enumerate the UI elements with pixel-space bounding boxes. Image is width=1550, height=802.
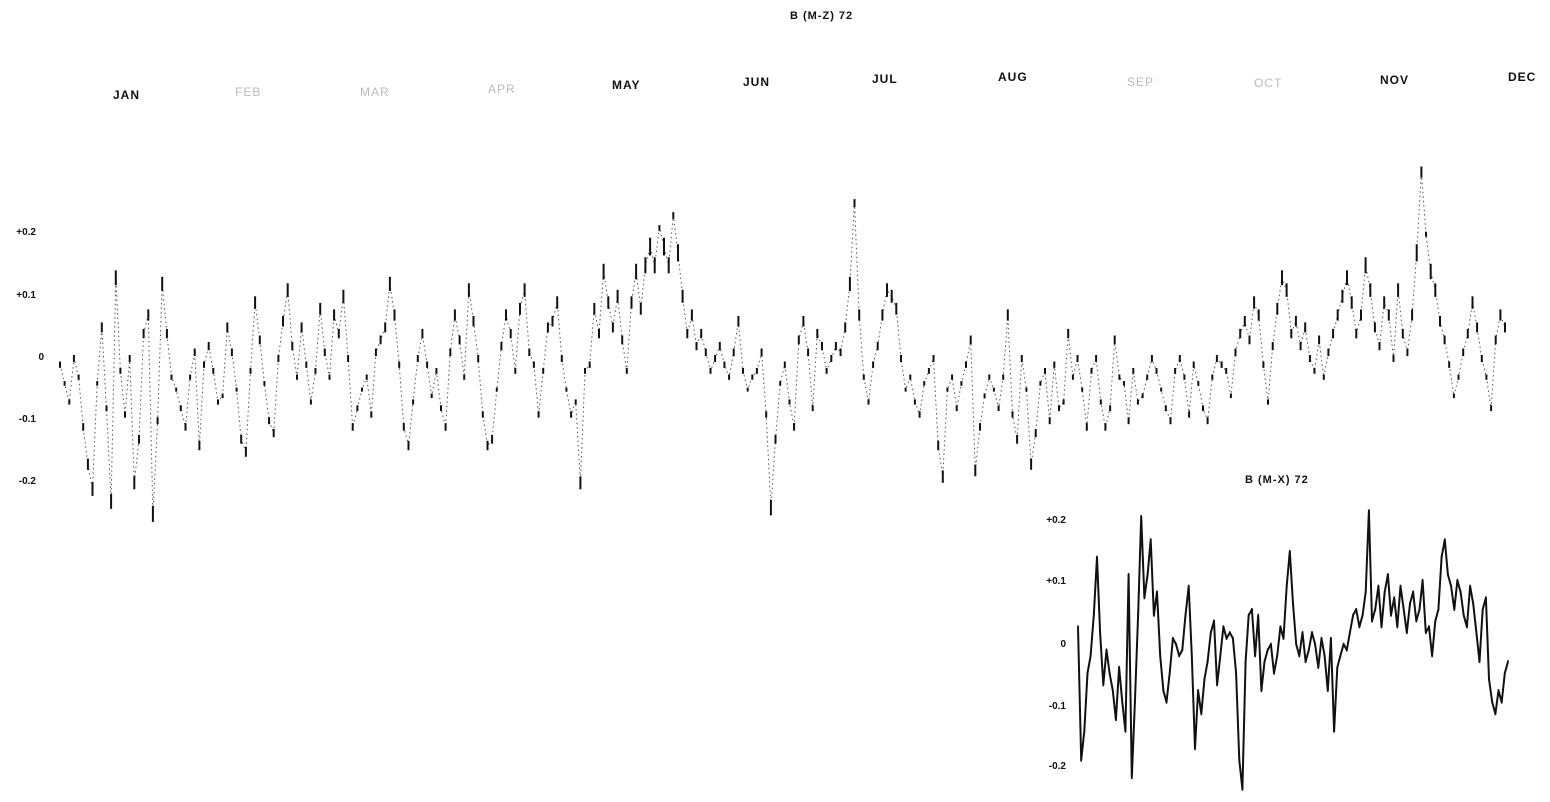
- month-label-mar: MAR: [360, 85, 390, 99]
- inset-ytick-zero: 0: [1060, 639, 1066, 650]
- month-label-may: MAY: [612, 78, 641, 92]
- main-ytick-plus-02: +0.2: [16, 227, 36, 238]
- inset-series-group: [1077, 509, 1509, 791]
- month-label-feb: FEB: [235, 85, 262, 99]
- main-ytick-zero: 0: [38, 352, 44, 363]
- main-chart-title: B (M-Z) 72: [790, 10, 854, 22]
- main-series-group: [59, 166, 1506, 522]
- month-label-jun: JUN: [743, 75, 771, 89]
- month-label-oct: OCT: [1254, 76, 1283, 90]
- main-ytick-plus-01: +0.1: [16, 290, 36, 301]
- month-label-jul: JUL: [872, 72, 898, 86]
- main-series-line: [59, 171, 1506, 515]
- inset-ytick-minus-01: -0.1: [1048, 701, 1066, 712]
- inset-series-line: [1077, 509, 1509, 791]
- month-label-sep: SEP: [1127, 75, 1155, 89]
- month-label-apr: APR: [488, 82, 516, 96]
- inset-ytick-plus-01: +0.1: [1046, 576, 1066, 587]
- inset-chart-title: B (M-X) 72: [1245, 474, 1309, 486]
- main-ytick-minus-02: -0.2: [18, 476, 36, 487]
- main-ytick-minus-01: -0.1: [18, 414, 36, 425]
- month-label-dec: DEC: [1508, 70, 1537, 84]
- inset-ytick-plus-02: +0.2: [1046, 515, 1066, 526]
- month-label-jan: JAN: [113, 88, 141, 102]
- month-label-aug: AUG: [998, 70, 1028, 84]
- inset-ytick-minus-02: -0.2: [1048, 761, 1066, 772]
- month-label-nov: NOV: [1380, 73, 1410, 87]
